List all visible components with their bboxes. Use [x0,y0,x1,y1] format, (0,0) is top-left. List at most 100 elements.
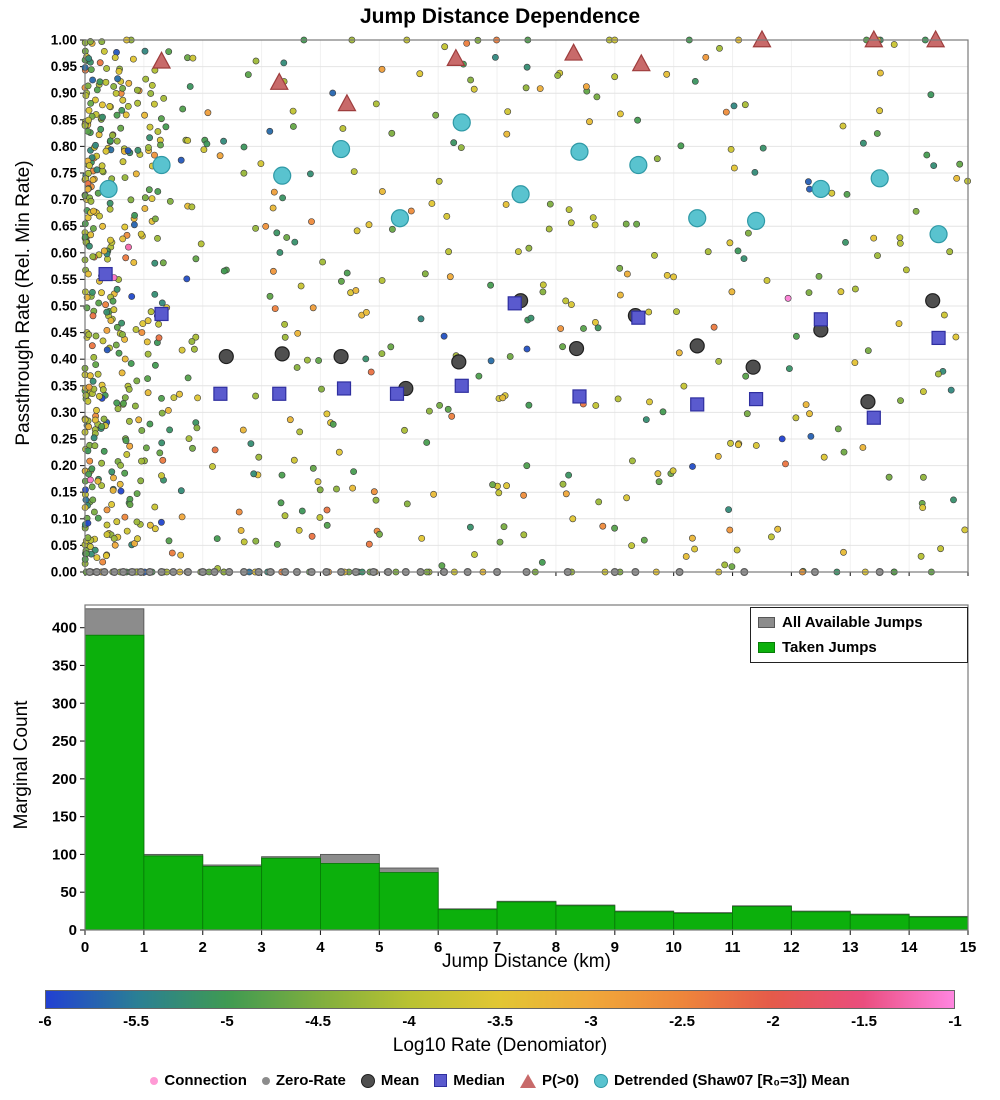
median-marker [813,312,828,327]
scatter-point [133,86,141,94]
scatter-point [143,338,151,346]
scatter-point [132,170,140,178]
scatter-point [616,264,624,272]
scatter-point [188,338,196,345]
scatter-point [90,353,98,361]
scatter-point [124,103,132,110]
scatter-point [85,270,92,278]
scatter-point [179,105,187,113]
scatter-point [90,434,98,442]
scatter-point [87,197,95,205]
scatter-point [98,162,106,170]
scatter-point [156,449,164,457]
scatter-point [269,204,277,212]
median-marker [690,397,705,412]
scatter-point [109,297,117,305]
scatter-point [107,317,115,324]
scatter-point [270,188,278,196]
scatter-point [743,410,751,418]
scatter-point [84,447,92,455]
scatter-point [466,523,474,531]
scatter-point [378,277,386,284]
scatter-point [89,312,97,320]
scatter-point [141,111,148,119]
colorbar-tick-label: -2 [766,1013,780,1030]
scatter-point [122,437,130,444]
scatter-point [192,255,200,263]
scatter-point [403,500,411,508]
scatter-point [952,333,960,341]
scatter-point [133,377,141,385]
taken-jumps-bar [143,855,204,931]
taken-jumps-bar [320,863,380,931]
scatter-point [119,85,126,92]
scatter-point [820,453,828,461]
scatter-point [319,258,326,266]
mean-marker [860,394,876,410]
scatter-point [950,496,957,504]
scatter-point [134,535,141,543]
scatter-point [852,285,859,293]
scatter-point [520,531,528,539]
scatter-point [559,343,566,351]
scatter-point [122,254,130,262]
scatter-point [727,145,735,153]
scatter-point [634,116,641,124]
scatter-point [920,388,927,395]
scatter-point [92,361,100,368]
scatter-point [387,343,395,351]
scatter-point [99,222,106,230]
scatter-point [211,446,219,454]
taken-jumps-bar [673,912,733,931]
detrended-shaw07-r-3-mean-marker [811,179,830,199]
scatter-point [252,392,259,400]
scatter-point [716,45,723,52]
scatter-point [333,485,340,493]
scatter-point [961,526,969,534]
scatter-point [141,47,149,55]
scatter-point [778,435,786,443]
median-marker [866,410,881,425]
detrended-shaw07-r-3-mean-marker [746,211,766,230]
p-0-marker [446,48,466,66]
scatter-point [96,212,103,220]
scatter-point [111,541,119,549]
scatter-point [401,426,408,434]
scatter-point [421,270,429,278]
scatter-point [151,215,159,223]
detrended-shaw07-r-3-mean-marker [452,113,471,132]
p-0-marker [269,72,289,90]
scatter-point [289,123,297,130]
scatter-point [87,231,95,239]
mean-marker [451,354,467,370]
scatter-point [266,127,274,135]
scatter-point [252,224,259,232]
scatter-point [784,294,792,302]
tick-label: 0.65 [51,219,78,234]
legend-item-connection: Connection [150,1072,247,1089]
scatter-point [659,408,667,416]
figure-title: Jump Distance Dependence [359,5,641,28]
scatter-point [864,347,872,354]
tick-label: 0.50 [51,299,77,314]
scatter-point [362,355,370,363]
scatter-point [443,212,451,220]
tick-label: 3 [257,939,265,956]
scatter-point [144,375,151,382]
scatter-point [97,125,105,133]
scatter-point [523,63,531,71]
scatter-point [273,541,281,548]
scatter-point [192,333,200,341]
scatter-point [937,545,944,553]
scatter-point [99,101,106,109]
scatter-point [438,562,446,570]
tick-label: 0.20 [51,458,77,473]
scatter-point [123,451,131,458]
tick-label: 10 [665,939,682,956]
scatter-point [106,205,114,213]
scatter-point [126,442,134,450]
scatter-point [151,290,159,298]
scatter-point [164,406,172,414]
scatter-point [611,524,618,532]
scatter-point [91,442,99,450]
